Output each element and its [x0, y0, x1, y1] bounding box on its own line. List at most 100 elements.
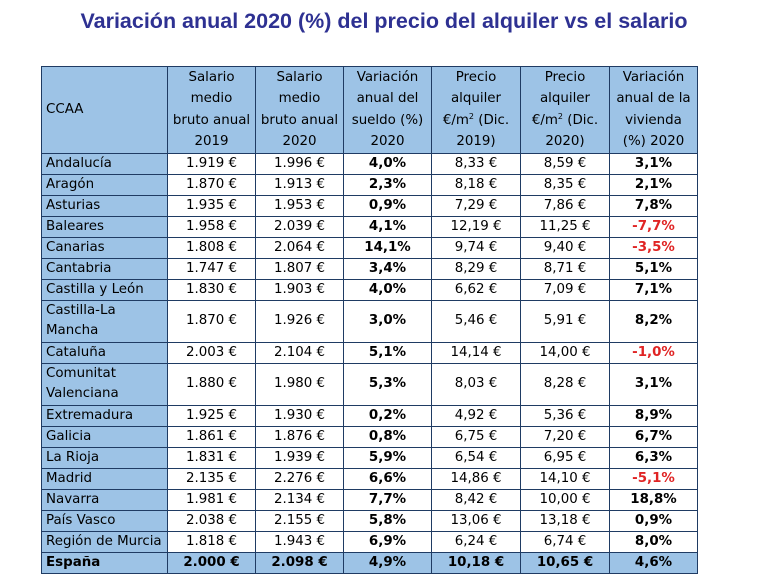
cell-alquiler-2019: 7,29 € [431, 194, 521, 217]
table-row: Cataluña 2.003 €2.104 €5,1% 14,14 €14,00 €… [41, 341, 698, 364]
cell-variacion-vivienda: 8,0% [609, 530, 698, 553]
cell-variacion-sueldo: 4,0% [343, 278, 432, 301]
cell-ccaa: Cantabria [41, 257, 168, 280]
cell-variacion-vivienda: -1,0% [609, 341, 698, 364]
cell-ccaa: Galicia [41, 425, 168, 448]
table-row: La Rioja 1.831 €1.939 €5,9% 6,54 €6,95 €6,… [41, 446, 698, 469]
cell-alquiler-2019: 8,18 € [431, 173, 521, 196]
salary-rent-table: CCAA Salario medio bruto anual 2019 Sala… [41, 66, 698, 574]
table-row: Madrid 2.135 €2.276 €6,6% 14,86 €14,10 € -5… [41, 467, 698, 490]
cell-ccaa: Navarra [41, 488, 168, 511]
total-cell-ccaa: España [41, 551, 168, 574]
cell-salario-2019: 1.981 € [167, 488, 256, 511]
cell-variacion-vivienda: 5,1% [609, 257, 698, 280]
header-alquiler-2019-text: Precio alquiler €/m [442, 70, 502, 128]
cell-alquiler-2020: 7,09 € [520, 278, 610, 301]
table-row: Aragón 1.870 €1.913 €2,3% 8,18 €8,35 €2,1% [41, 173, 698, 196]
cell-salario-2019: 1.831 € [167, 446, 256, 469]
cell-salario-2019: 1.870 € [167, 173, 256, 196]
cell-alquiler-2020: 6,74 € [520, 530, 610, 553]
table-row: País Vasco 2.038 €2.155 €5,8% 13,06 €13,18… [41, 509, 698, 532]
cell-variacion-sueldo: 5,9% [343, 446, 432, 469]
cell-variacion-vivienda: 6,3% [609, 446, 698, 469]
cell-variacion-sueldo: 5,3% [343, 362, 432, 406]
header-alquiler-2020: Precio alquiler €/m2 (Dic. 2020) [520, 66, 610, 154]
cell-salario-2020: 1.953 € [255, 194, 344, 217]
table-row: Región de Murcia 1.818 €1.943 €6,9% 6,24 €… [41, 530, 698, 553]
cell-salario-2019: 1.808 € [167, 236, 256, 259]
cell-alquiler-2019: 8,29 € [431, 257, 521, 280]
cell-salario-2020: 2.104 € [255, 341, 344, 364]
total-row: España 2.000 €2.098 €4,9% 10,18 €10,65 €4,… [41, 551, 698, 574]
table-row: Castilla-La Mancha 1.870 €1.926 €3,0% 5,46… [41, 299, 698, 343]
cell-alquiler-2019: 5,46 € [431, 299, 521, 343]
cell-ccaa: Extremadura [41, 404, 168, 427]
cell-salario-2020: 2.039 € [255, 215, 344, 238]
cell-salario-2020: 1.939 € [255, 446, 344, 469]
cell-alquiler-2020: 14,10 € [520, 467, 610, 490]
cell-salario-2019: 2.038 € [167, 509, 256, 532]
table-row: Comunitat Valenciana 1.880 €1.980 €5,3% 8,… [41, 362, 698, 406]
cell-variacion-sueldo: 0,2% [343, 404, 432, 427]
cell-salario-2019: 1.925 € [167, 404, 256, 427]
cell-salario-2020: 1.930 € [255, 404, 344, 427]
cell-salario-2020: 1.876 € [255, 425, 344, 448]
cell-alquiler-2020: 6,95 € [520, 446, 610, 469]
cell-alquiler-2019: 14,14 € [431, 341, 521, 364]
cell-alquiler-2020: 13,18 € [520, 509, 610, 532]
cell-variacion-vivienda: -7,7% [609, 215, 698, 238]
cell-variacion-vivienda: 7,1% [609, 278, 698, 301]
cell-variacion-sueldo: 2,3% [343, 173, 432, 196]
cell-alquiler-2019: 8,42 € [431, 488, 521, 511]
total-cell-salario-2020: 2.098 € [255, 551, 344, 574]
header-alquiler-2020-date: (Dic. 2020) [545, 112, 599, 150]
cell-variacion-sueldo: 5,1% [343, 341, 432, 364]
cell-alquiler-2019: 6,54 € [431, 446, 521, 469]
cell-variacion-vivienda: 6,7% [609, 425, 698, 448]
cell-ccaa: Cataluña [41, 341, 168, 364]
cell-variacion-vivienda: 18,8% [609, 488, 698, 511]
cell-alquiler-2019: 9,74 € [431, 236, 521, 259]
total-cell-alquiler-2020: 10,65 € [520, 551, 610, 574]
cell-variacion-vivienda: 3,1% [609, 152, 698, 175]
cell-variacion-sueldo: 4,1% [343, 215, 432, 238]
cell-ccaa: Comunitat Valenciana [41, 362, 168, 406]
cell-salario-2019: 1.919 € [167, 152, 256, 175]
table-row: Navarra 1.981 €2.134 €7,7% 8,42 €10,00 €18… [41, 488, 698, 511]
cell-alquiler-2019: 6,24 € [431, 530, 521, 553]
cell-salario-2020: 1.943 € [255, 530, 344, 553]
total-cell-variacion-sueldo: 4,9% [343, 551, 432, 574]
cell-alquiler-2019: 8,33 € [431, 152, 521, 175]
cell-variacion-vivienda: -5,1% [609, 467, 698, 490]
cell-variacion-sueldo: 7,7% [343, 488, 432, 511]
cell-alquiler-2019: 4,92 € [431, 404, 521, 427]
cell-salario-2019: 1.958 € [167, 215, 256, 238]
total-cell-alquiler-2019: 10,18 € [431, 551, 521, 574]
header-salario-2019: Salario medio bruto anual 2019 [167, 66, 256, 154]
page-title: Variación anual 2020 (%) del precio del … [80, 9, 688, 33]
header-alquiler-2020-text: Precio alquiler €/m [531, 70, 591, 128]
header-variacion-sueldo: Variación anual del sueldo (%) 2020 [343, 66, 432, 154]
cell-alquiler-2019: 13,06 € [431, 509, 521, 532]
cell-variacion-sueldo: 5,8% [343, 509, 432, 532]
cell-variacion-sueldo: 3,0% [343, 299, 432, 343]
cell-salario-2020: 1.926 € [255, 299, 344, 343]
total-cell-variacion-vivienda: 4,6% [609, 551, 698, 574]
cell-alquiler-2019: 6,62 € [431, 278, 521, 301]
cell-ccaa: País Vasco [41, 509, 168, 532]
cell-variacion-vivienda: -3,5% [609, 236, 698, 259]
cell-variacion-sueldo: 4,0% [343, 152, 432, 175]
cell-salario-2019: 1.870 € [167, 299, 256, 343]
cell-alquiler-2020: 10,00 € [520, 488, 610, 511]
cell-ccaa: Asturias [41, 194, 168, 217]
squared-sup: 2 [468, 111, 475, 121]
table-row: Galicia 1.861 €1.876 €0,8% 6,75 €7,20 €6,7… [41, 425, 698, 448]
cell-variacion-sueldo: 3,4% [343, 257, 432, 280]
table-row: Canarias 1.808 €2.064 €14,1% 9,74 €9,40 € -… [41, 236, 698, 259]
cell-variacion-sueldo: 6,6% [343, 467, 432, 490]
cell-alquiler-2020: 8,35 € [520, 173, 610, 196]
cell-alquiler-2020: 14,00 € [520, 341, 610, 364]
cell-alquiler-2019: 12,19 € [431, 215, 521, 238]
cell-salario-2019: 1.861 € [167, 425, 256, 448]
table-row: Andalucía 1.919 €1.996 €4,0% 8,33 €8,59 €3… [41, 152, 698, 175]
